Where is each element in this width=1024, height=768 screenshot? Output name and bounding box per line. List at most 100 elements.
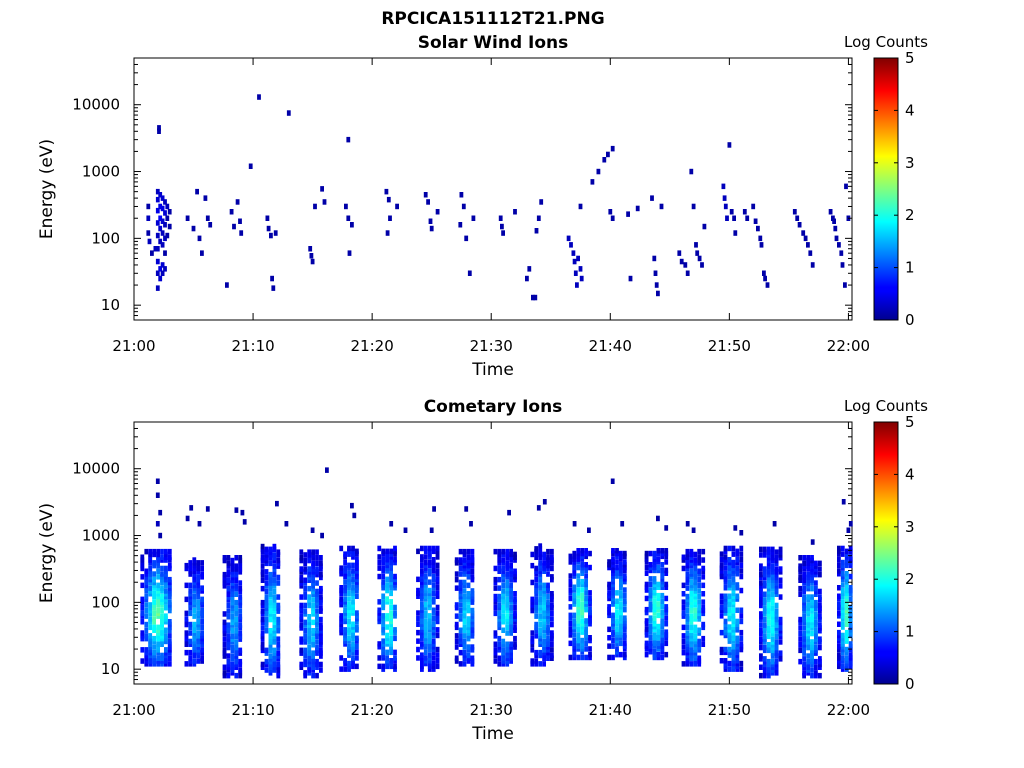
heatmap-cell — [534, 591, 539, 597]
heatmap-cell — [272, 557, 277, 564]
heatmap-cell — [389, 557, 393, 563]
heatmap-cell — [431, 663, 436, 670]
heatmap-cell — [584, 646, 588, 652]
panel-title: Solar Wind Ions — [418, 33, 569, 53]
heatmap-cell — [572, 623, 577, 630]
heatmap-cell — [697, 638, 702, 645]
heatmap-cell — [466, 607, 471, 614]
heatmap-cell — [837, 596, 841, 602]
heatmap-cell — [723, 621, 728, 627]
heatmap-cell — [416, 548, 420, 555]
heatmap-cell — [315, 549, 319, 555]
heatmap-cell — [311, 628, 315, 634]
heatmap-cell — [731, 559, 736, 566]
heatmap-cell — [778, 569, 783, 575]
heatmap-cell — [311, 580, 315, 586]
heatmap-cell — [339, 599, 344, 605]
heatmap-cell — [701, 557, 706, 563]
heatmap-cell — [735, 585, 740, 591]
heatmap-cell — [307, 602, 312, 609]
heatmap-cell — [770, 557, 775, 564]
heatmap-cell — [689, 619, 694, 625]
heatmap-cell — [619, 640, 623, 647]
heatmap-cell — [148, 647, 153, 653]
heatmap-cell — [762, 549, 767, 555]
heatmap-cell — [810, 630, 814, 637]
heatmap-cell — [719, 646, 724, 653]
heatmap-cell — [723, 610, 728, 616]
heatmap-cell — [802, 605, 806, 611]
heatmap-cell — [580, 649, 585, 655]
heatmap-cell — [268, 574, 273, 581]
heatmap-cell — [530, 647, 535, 653]
heatmap-cell — [572, 573, 577, 579]
heatmap-cell — [435, 646, 440, 653]
heatmap-cell — [423, 604, 428, 611]
heatmap-cell — [584, 573, 588, 579]
heatmap-cell — [770, 642, 775, 648]
heatmap-cell — [470, 661, 475, 667]
heatmap-cell — [427, 655, 432, 661]
heatmap-cell — [303, 653, 308, 659]
heatmap-cell — [381, 621, 386, 627]
x-tick-label: 21:40 — [589, 337, 632, 355]
heatmap-cell — [848, 621, 853, 627]
heatmap-cell — [320, 186, 324, 192]
heatmap-cell — [652, 598, 657, 604]
heatmap-cell — [652, 649, 657, 655]
heatmap-cell — [140, 565, 145, 572]
heatmap-cell — [470, 562, 475, 569]
heatmap-cell — [739, 660, 744, 667]
heatmap-cell — [307, 625, 312, 631]
heatmap-cell — [160, 619, 164, 625]
heatmap-cell — [778, 555, 783, 561]
heatmap-cell — [607, 635, 611, 641]
colorbar-tick-label: 2 — [905, 206, 915, 224]
heatmap-cell — [226, 667, 231, 673]
heatmap-cell — [656, 550, 661, 557]
heatmap-cell — [192, 596, 197, 603]
heatmap-cell — [739, 613, 744, 619]
heatmap-cell — [230, 597, 235, 603]
heatmap-cell — [350, 502, 354, 509]
heatmap-cell — [644, 651, 649, 658]
heatmap-cell — [840, 590, 845, 597]
heatmap-cell — [664, 606, 669, 613]
heatmap-cell — [315, 647, 319, 654]
heatmap-cell — [458, 616, 463, 622]
heatmap-cell — [844, 629, 849, 636]
heatmap-cell — [384, 188, 389, 195]
heatmap-cell — [196, 593, 201, 600]
heatmap-cell — [458, 593, 463, 600]
heatmap-cell — [693, 591, 698, 597]
heatmap-cell — [770, 571, 775, 578]
heatmap-cell — [691, 203, 696, 210]
heatmap-cell — [416, 610, 420, 616]
heatmap-cell — [148, 644, 153, 650]
heatmap-cell — [766, 569, 771, 575]
heatmap-cell — [534, 576, 539, 583]
heatmap-cell — [188, 568, 193, 574]
heatmap-cell — [148, 576, 153, 583]
heatmap-cell — [339, 615, 344, 622]
heatmap-cell — [568, 654, 573, 661]
heatmap-cell — [164, 571, 168, 577]
heatmap-cell — [431, 610, 436, 616]
heatmap-cell — [814, 602, 818, 609]
heatmap-cell — [160, 661, 164, 667]
heatmap-cell — [501, 571, 506, 577]
heatmap-cell — [393, 655, 397, 661]
heatmap-cell — [188, 560, 193, 566]
heatmap-cell — [343, 632, 347, 639]
heatmap-cell — [509, 616, 513, 622]
heatmap-cell — [840, 545, 845, 552]
heatmap-cell — [727, 596, 732, 602]
heatmap-cell — [689, 633, 694, 639]
heatmap-cell — [385, 649, 389, 656]
heatmap-cell — [388, 215, 392, 221]
heatmap-cell — [685, 576, 690, 583]
heatmap-cell — [693, 635, 698, 642]
heatmap-cell — [200, 574, 204, 580]
heatmap-cell — [230, 566, 235, 572]
heatmap-cell — [200, 638, 204, 645]
